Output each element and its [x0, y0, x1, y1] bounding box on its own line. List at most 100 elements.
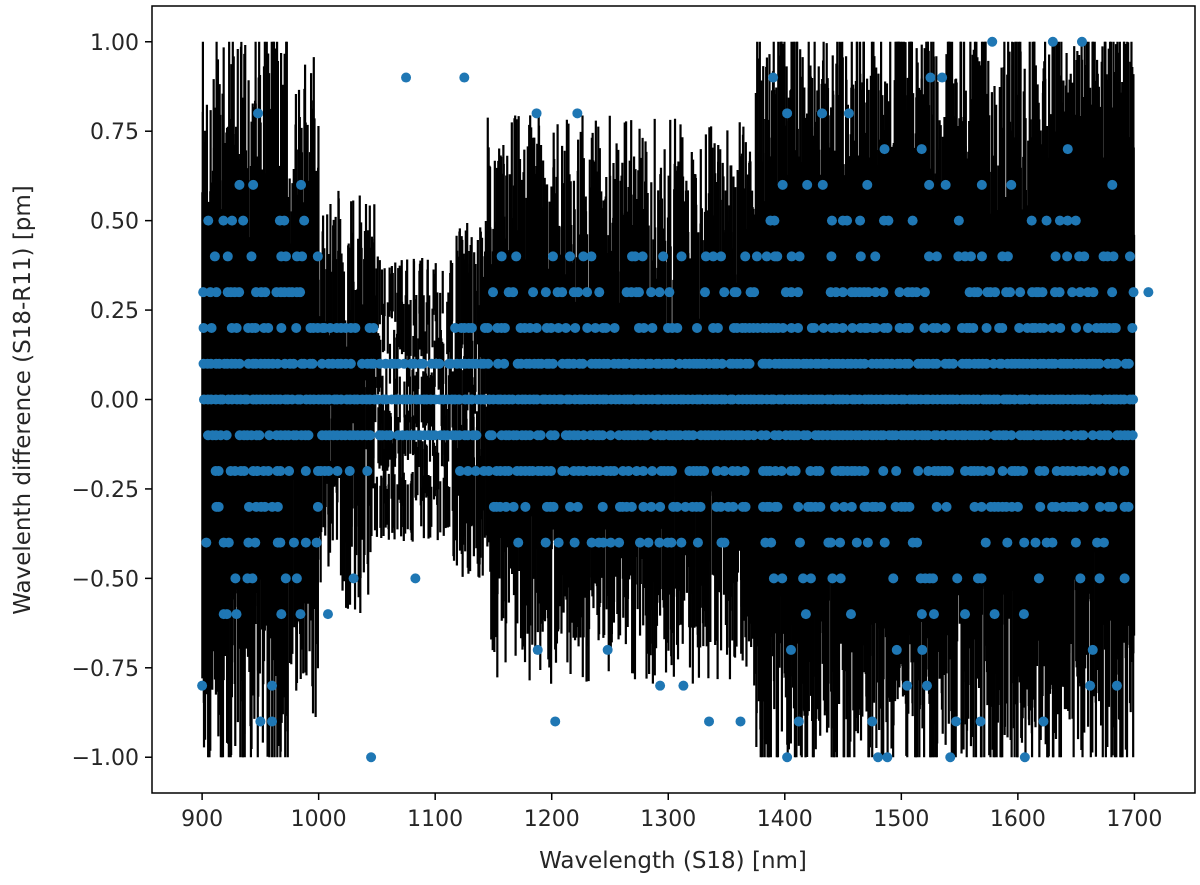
data-point: [560, 322, 571, 333]
x-axis-label: Wavelength (S18) [nm]: [539, 848, 807, 874]
data-point: [198, 287, 209, 298]
data-point: [846, 501, 857, 512]
data-point: [1047, 537, 1058, 548]
data-point: [578, 430, 589, 441]
data-point: [859, 466, 870, 477]
data-point: [1067, 287, 1078, 298]
data-point: [345, 358, 356, 369]
data-point: [904, 501, 915, 512]
data-point: [295, 609, 306, 620]
data-point: [565, 501, 576, 512]
data-point: [486, 430, 497, 441]
data-point: [1128, 287, 1139, 298]
data-point: [825, 537, 836, 548]
data-point: [1079, 251, 1090, 262]
data-point: [1033, 573, 1044, 584]
data-point: [749, 287, 760, 298]
data-point: [548, 501, 559, 512]
data-point: [483, 466, 494, 477]
data-point: [948, 358, 959, 369]
data-point: [1019, 752, 1030, 763]
data-point: [295, 287, 306, 298]
data-point: [913, 466, 924, 477]
y-tick-label: −0.25: [72, 478, 139, 503]
data-point: [307, 358, 318, 369]
data-point: [638, 501, 649, 512]
data-point: [557, 287, 568, 298]
data-point: [805, 573, 816, 584]
data-point: [940, 322, 951, 333]
data-point: [989, 609, 1000, 620]
data-point: [870, 251, 881, 262]
data-point: [540, 287, 551, 298]
data-point: [254, 430, 265, 441]
data-point: [221, 609, 232, 620]
data-point: [1062, 144, 1073, 155]
data-point: [827, 573, 838, 584]
data-point: [528, 287, 539, 298]
data-point: [1124, 251, 1135, 262]
data-point: [1108, 251, 1119, 262]
data-point: [600, 322, 611, 333]
data-point: [888, 573, 899, 584]
data-point: [647, 466, 658, 477]
data-point: [197, 680, 208, 691]
data-point: [531, 108, 542, 119]
data-point: [968, 322, 979, 333]
y-axis-label: Wavelenth difference (S18-R11) [pm]: [10, 185, 36, 615]
data-point: [941, 501, 952, 512]
data-point: [980, 537, 991, 548]
data-point: [646, 287, 657, 298]
data-point: [809, 322, 820, 333]
data-point: [323, 466, 334, 477]
data-point: [455, 466, 465, 477]
data-point: [520, 501, 531, 512]
data-point: [222, 251, 233, 262]
data-point: [223, 537, 234, 548]
data-point: [227, 215, 238, 226]
data-point: [882, 752, 893, 763]
data-point: [960, 609, 971, 620]
data-point: [655, 501, 666, 512]
data-point: [940, 179, 951, 190]
data-point: [231, 609, 242, 620]
data-point: [291, 322, 302, 333]
data-point: [531, 322, 542, 333]
data-point: [871, 322, 882, 333]
data-point: [863, 287, 874, 298]
data-point: [1143, 287, 1154, 298]
y-tick-label: 1.00: [90, 31, 139, 56]
data-point: [782, 752, 793, 763]
data-point: [547, 358, 558, 369]
data-point: [605, 430, 616, 441]
data-point: [1087, 430, 1098, 441]
data-point: [837, 287, 848, 298]
data-point: [708, 251, 719, 262]
y-tick-label: −0.75: [72, 657, 139, 682]
data-point: [1107, 287, 1118, 298]
y-tick-label: 0.75: [90, 120, 139, 145]
data-point: [384, 430, 395, 441]
data-point: [264, 430, 275, 441]
data-point: [667, 466, 677, 477]
data-point: [594, 466, 605, 477]
data-point: [311, 537, 322, 548]
data-point: [794, 537, 805, 548]
data-point: [532, 644, 543, 655]
data-point: [976, 179, 987, 190]
data-point: [931, 358, 942, 369]
data-point: [882, 322, 893, 333]
data-point: [740, 251, 751, 262]
data-point: [1054, 215, 1065, 226]
data-point: [322, 609, 333, 620]
data-point: [802, 179, 813, 190]
data-point: [569, 537, 580, 548]
data-point: [209, 251, 220, 262]
data-point: [912, 537, 923, 548]
data-point: [1026, 215, 1037, 226]
data-point: [263, 322, 274, 333]
data-point: [761, 430, 772, 441]
data-point: [1062, 430, 1073, 441]
data-point: [272, 358, 283, 369]
data-point: [903, 322, 914, 333]
